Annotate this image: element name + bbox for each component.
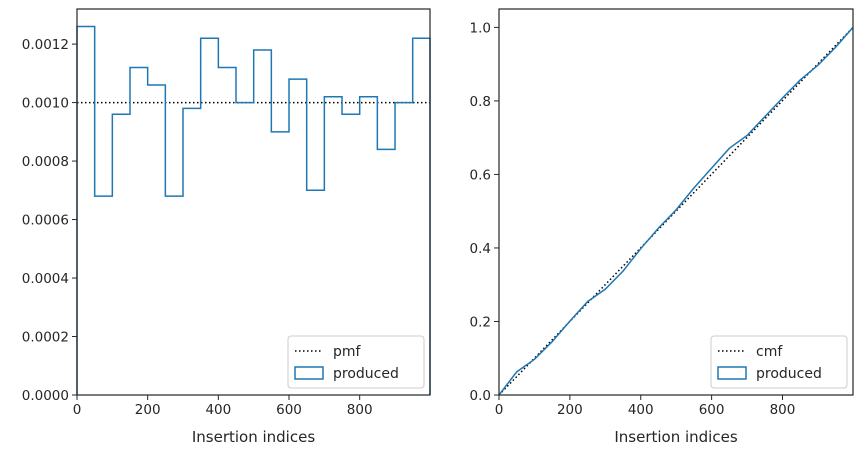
x-tick-label: 800 (347, 402, 373, 418)
legend-patch-swatch (294, 366, 324, 380)
y-tick-label: 0.0006 (22, 213, 69, 229)
series-produced (76, 25, 431, 395)
x-tick-label: 600 (699, 402, 725, 418)
series-produced (498, 26, 854, 396)
y-tick-label: 0.0002 (22, 330, 69, 346)
y-tick-label: 1.0 (470, 20, 491, 36)
y-tick-label: 0.6 (470, 167, 491, 183)
legend: cmf produced (710, 335, 848, 389)
y-tick-label: 0.0000 (22, 388, 69, 404)
cmf-chart: 0 200 400 600 800 0.0 0.2 0.4 0.6 0.8 1.0 Insertion… (470, 8, 854, 446)
x-tick-label: 800 (770, 402, 796, 418)
y-tick-label: 0.8 (470, 94, 491, 110)
x-tick-label: 600 (276, 402, 302, 418)
y-tick-label: 0.2 (470, 314, 491, 330)
x-tick-label: 400 (205, 402, 231, 418)
legend-box (287, 335, 425, 389)
x-axis-label: Insertion indices (614, 428, 737, 446)
x-tick-label: 0 (73, 402, 82, 418)
x-tick-label: 400 (628, 402, 654, 418)
y-tick-label: 0.4 (470, 241, 491, 257)
x-tick-label: 200 (135, 402, 161, 418)
plot-frame (498, 8, 854, 396)
x-tick-label: 200 (557, 402, 583, 418)
series-cmf (498, 26, 854, 396)
plot-frame (76, 8, 431, 396)
y-tick-label: 0.0012 (22, 37, 69, 53)
legend-label: cmf (756, 344, 783, 360)
x-axis-label: Insertion indices (192, 428, 315, 446)
legend-patch-swatch (717, 366, 747, 380)
legend-box (710, 335, 848, 389)
pmf-chart: 0 200 400 600 800 0.0000 0.0002 0.0004 0.0006 0.0… (22, 8, 431, 446)
y-tick-label: 0.0008 (22, 154, 69, 170)
y-tick-label: 0.0010 (22, 96, 69, 112)
legend-label: produced (756, 366, 822, 382)
y-tick-label: 0.0004 (22, 271, 69, 287)
legend-label: pmf (333, 344, 362, 360)
legend: pmf produced (287, 335, 425, 389)
x-tick-label: 0 (495, 402, 504, 418)
y-tick-label: 0.0 (470, 388, 491, 404)
legend-label: produced (333, 366, 399, 382)
